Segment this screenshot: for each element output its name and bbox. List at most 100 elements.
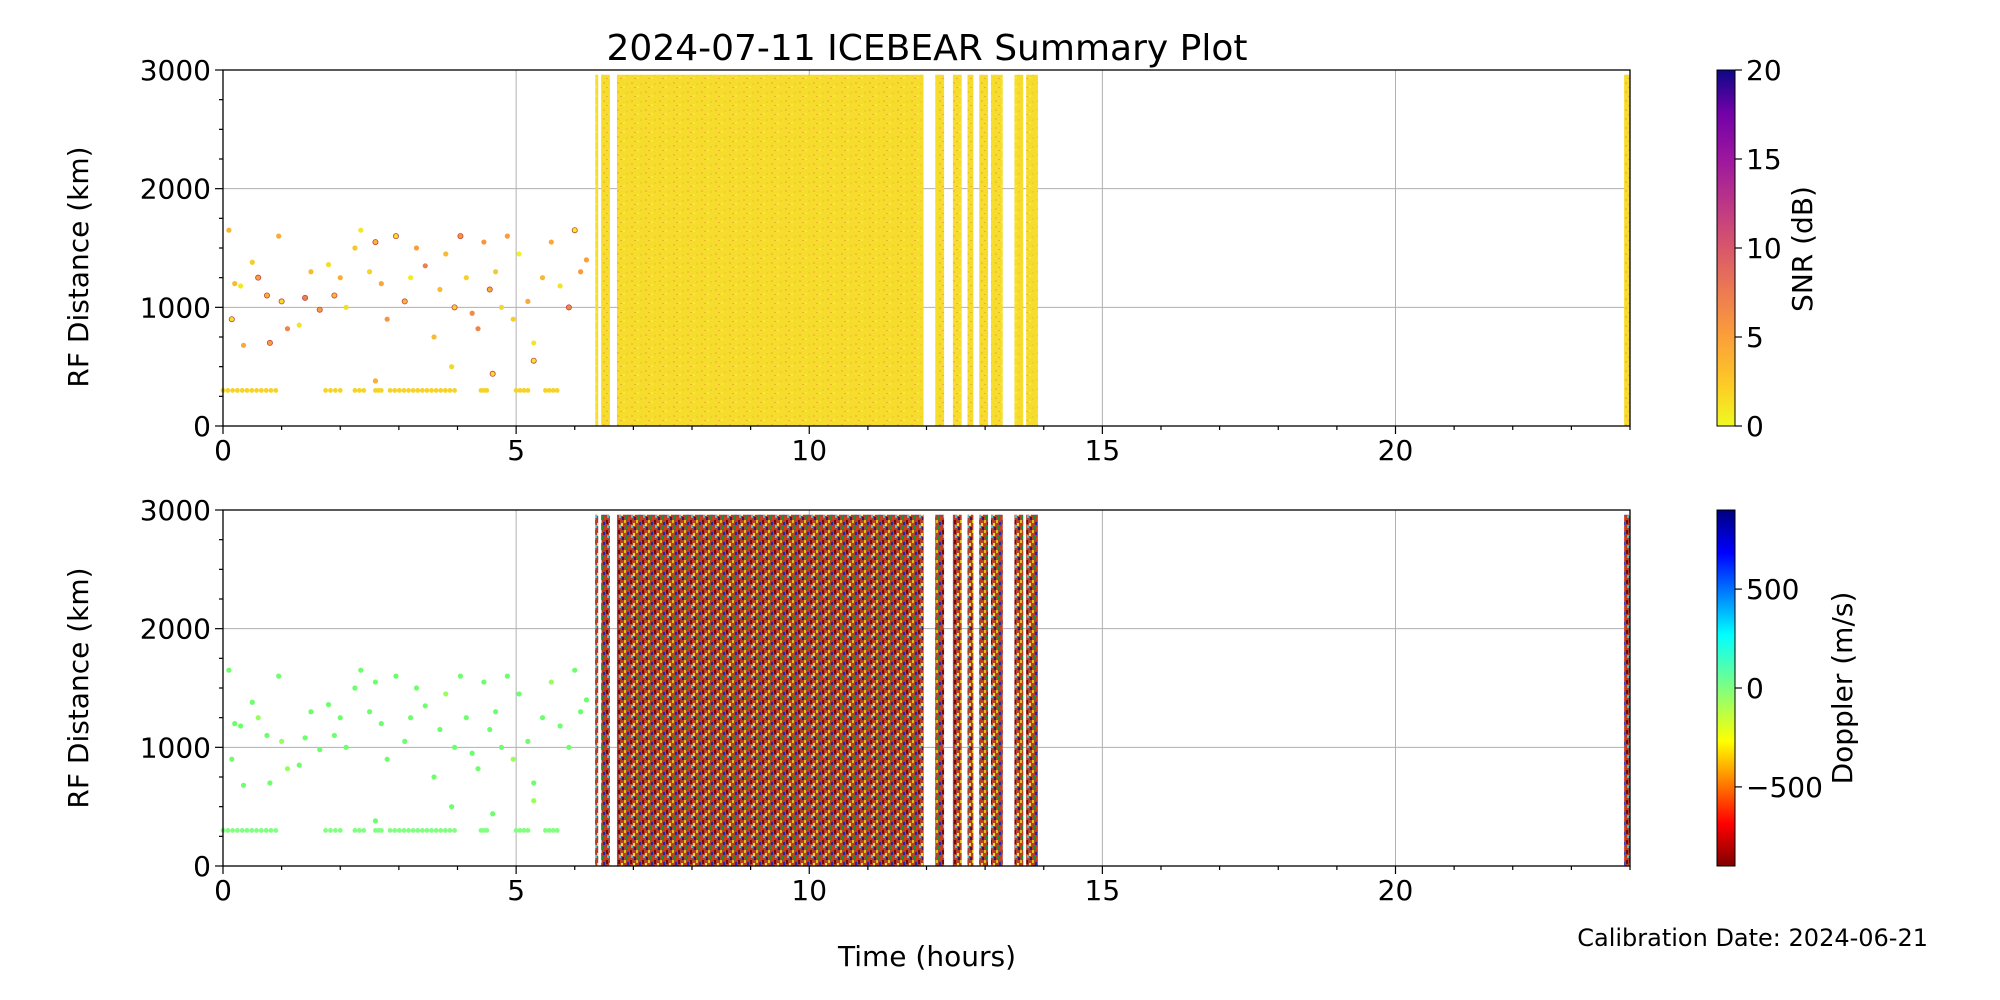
data-point [493,709,499,715]
data-point [352,388,358,393]
data-point [422,703,428,709]
data-point [510,756,516,762]
data-point [517,388,523,393]
data-point [571,227,578,234]
data-point [429,828,434,833]
data-point [278,298,285,305]
data-point [230,828,235,833]
dense-echo-band [979,74,989,426]
data-point [229,756,235,762]
data-point [443,691,449,697]
data-point [447,388,453,393]
data-point [352,828,358,833]
data-point [457,233,464,240]
data-point [550,828,556,833]
snr-colorbar-strip [1716,69,1736,427]
data-point [452,828,457,833]
data-point [331,292,338,299]
data-point [263,292,270,299]
data-point [366,709,373,715]
data-point [443,251,449,257]
data-point [531,780,537,786]
data-point [490,811,496,817]
data-point [258,388,264,393]
dense-echo-band [967,74,974,426]
data-point [284,326,291,332]
data-point [438,388,444,393]
dense-echo-band [1014,514,1024,866]
data-point [521,828,527,833]
dense-echo-band [1624,74,1630,426]
x-tick-label: 20 [1378,434,1414,467]
x-axis-label: Time (hours) [837,940,1016,973]
data-point [284,766,291,772]
y-tick-label: 3000 [140,494,211,527]
data-point [258,828,264,833]
doppler-grid [223,510,1630,866]
data-point [302,294,309,301]
dense-echo-band [935,514,945,866]
data-point [566,744,572,750]
data-point [296,322,302,328]
doppler-ylabel: RF Distance (km) [62,567,95,808]
data-point [457,673,464,679]
data-point [358,667,364,673]
data-point [249,828,255,833]
x-tick-label: 20 [1378,874,1414,907]
data-point [449,364,455,370]
snr-axes: 0 5 10 15 20 0 1000 2000 3000 [140,54,1631,467]
data-point [240,782,247,788]
doppler-panel: RF Distance (km) 0 5 10 15 20 0 1000 2000 3000 D… [62,494,1859,907]
data-point [372,239,379,246]
data-point [323,828,328,833]
data-point [419,828,425,833]
data-point [442,828,448,833]
y-tick-label: 3000 [140,54,211,87]
data-point [361,388,367,393]
data-point [237,283,244,289]
doppler-colorbar: Doppler (m/s) 500 0 −500 [1716,509,1859,867]
data-point [356,828,362,833]
data-point [410,828,416,833]
data-point [244,828,250,833]
data-point [410,388,416,393]
data-point [554,388,560,393]
data-point [451,744,458,750]
y-tick-label: 2000 [140,173,211,206]
dense-echo-band [1026,514,1038,866]
data-point [504,233,510,239]
data-point [264,732,270,739]
data-point [531,340,537,346]
data-point [268,828,274,833]
data-point [469,310,475,316]
data-point [583,697,590,703]
data-point [498,304,505,310]
data-point [239,828,245,833]
data-point [372,378,379,384]
data-point [557,283,563,289]
data-point [232,281,238,287]
calibration-date: Calibration Date: 2024-06-21 [1577,924,1928,952]
data-point [557,723,563,729]
data-point [572,667,578,673]
data-point [530,357,537,364]
data-point [463,715,469,721]
data-point [419,388,425,393]
data-point [481,239,487,245]
data-point [268,388,274,393]
data-point [539,275,546,281]
data-point [525,828,531,833]
dense-echo-band [601,74,610,426]
data-point [431,774,437,780]
data-point [337,828,343,833]
data-point [422,263,428,269]
data-point [384,316,390,322]
data-point [546,828,552,833]
data-point [393,673,399,679]
data-point [424,828,430,833]
data-point [521,388,527,393]
data-point [266,339,273,346]
y-tick-label: 1000 [140,731,211,764]
colorbar-tick-label: 20 [1746,54,1782,87]
data-point [323,388,328,393]
